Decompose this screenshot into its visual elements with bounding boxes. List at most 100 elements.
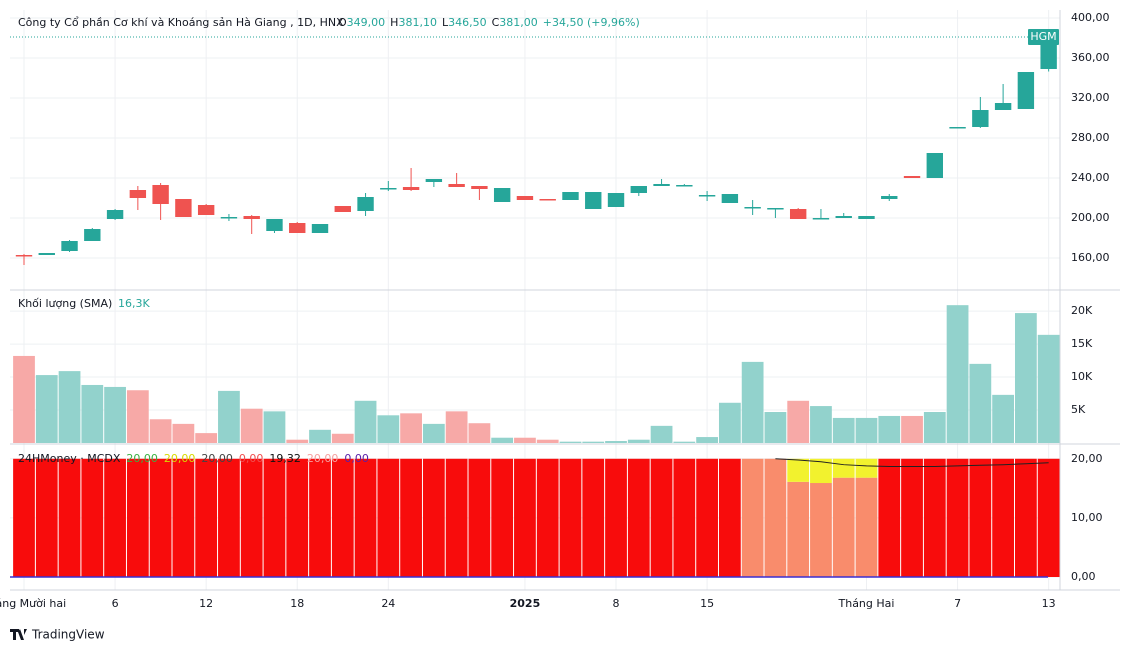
- mcdx-bar: [445, 458, 468, 577]
- mcdx-bar: [13, 458, 35, 577]
- mcdx-bar: [627, 458, 650, 577]
- x-tick-label: 18: [290, 597, 304, 610]
- volume-bar: [582, 441, 605, 443]
- ohlc-value: 381,10: [398, 16, 437, 29]
- mcdx-bar: [832, 458, 855, 478]
- ohlc-key: O: [338, 16, 347, 29]
- y-tick-label: 10,00: [1071, 511, 1103, 524]
- volume-bar: [218, 390, 240, 443]
- volume-bar: [13, 355, 35, 443]
- mcdx-bar: [172, 458, 195, 577]
- ohlc-key: C: [492, 16, 500, 29]
- candle-body: [698, 195, 716, 197]
- mcdx-bar: [354, 458, 377, 577]
- x-tick-label: Tháng Hai: [838, 597, 895, 610]
- x-tick-label: 8: [613, 597, 620, 610]
- ohlc-value: 349,00: [347, 16, 386, 29]
- ohlc-value: 346,50: [448, 16, 487, 29]
- x-tick-label: 13: [1042, 597, 1056, 610]
- volume-bar: [764, 412, 787, 443]
- candle-body: [84, 229, 101, 241]
- legend-value: 20,00: [164, 452, 196, 465]
- ohlc-key: L: [442, 16, 449, 29]
- mcdx-bar: [286, 458, 309, 577]
- candle-body: [448, 184, 465, 187]
- candle-body: [15, 255, 33, 257]
- mcdx-bar: [58, 458, 81, 577]
- volume-bar: [286, 439, 309, 443]
- symbol-tag: [1028, 29, 1059, 45]
- y-tick-label: 320,00: [1071, 91, 1110, 104]
- mcdx-bar: [741, 458, 764, 577]
- mcdx-bar: [422, 458, 445, 577]
- volume-bar: [718, 402, 741, 443]
- candle-body: [744, 207, 761, 209]
- volume-bar: [195, 433, 218, 443]
- candle-body: [516, 196, 534, 200]
- mcdx-title: 24HMoney · MCDX: [18, 452, 121, 465]
- mcdx-bar: [787, 458, 810, 482]
- volume-bar: [445, 411, 468, 443]
- mcdx-bar: [718, 458, 741, 577]
- ohlc-change: +34,50 (+9,96%): [543, 16, 640, 29]
- candle-body: [38, 253, 55, 255]
- mcdx-bar: [878, 458, 901, 577]
- mcdx-bar: [810, 483, 832, 577]
- mcdx-bar: [491, 458, 514, 577]
- x-tick-label: 12: [199, 597, 213, 610]
- volume-bar: [422, 423, 445, 443]
- volume-bar: [992, 394, 1014, 443]
- candle-body: [471, 186, 488, 189]
- y-tick-label: 20K: [1071, 304, 1093, 317]
- volume-bar: [104, 386, 126, 443]
- candle-body: [789, 209, 807, 219]
- chart-title: Công ty Cổ phần Cơ khí và Khoáng sản Hà …: [18, 16, 344, 29]
- y-tick-label: 280,00: [1071, 131, 1110, 144]
- candle-body: [289, 223, 306, 233]
- legend-value: 19,32: [269, 452, 301, 465]
- mcdx-bar: [1037, 458, 1060, 577]
- volume-bar: [309, 429, 331, 443]
- candle-body: [881, 196, 898, 199]
- logo: TradingView: [10, 628, 105, 642]
- candle-body: [311, 224, 329, 233]
- legend-value: 0,00: [239, 452, 264, 465]
- volume-bar: [832, 417, 855, 443]
- marks: [10, 36, 1060, 577]
- labels: Tháng Mười hai 6 12 18 24 2025 8 15 Tháng Hai 7 13…: [0, 11, 1110, 610]
- ohlc: O349,00 H381,10 L346,50 C381,00 +34,50 (+9,9…: [338, 16, 640, 29]
- mcdx-bar: [218, 458, 240, 577]
- y-tick-label: 400,00: [1071, 11, 1110, 24]
- symbol-label: HGM: [1030, 30, 1056, 43]
- y-tick-label: 15K: [1071, 337, 1093, 350]
- candle-body: [676, 185, 693, 187]
- mcdx-bar: [810, 458, 832, 484]
- candle-body: [630, 186, 647, 193]
- mcdx-bar: [81, 458, 104, 577]
- candle-body: [835, 216, 852, 218]
- candle-body: [243, 216, 260, 219]
- candle-body: [926, 153, 943, 178]
- legend-value: 20,00: [307, 452, 339, 465]
- volume-bar: [1037, 334, 1060, 443]
- mcdx-bar: [536, 458, 559, 577]
- mcdx-bar: [1014, 458, 1037, 577]
- mcdx-bar: [901, 458, 923, 577]
- candle-body: [585, 192, 602, 209]
- volume-bar: [855, 417, 878, 443]
- candle-body: [539, 199, 556, 201]
- candle-body: [949, 127, 966, 129]
- y-tick-label: 360,00: [1071, 51, 1110, 64]
- volume-bar: [696, 437, 718, 443]
- y-tick-label: 10K: [1071, 370, 1093, 383]
- x-tick-label: Tháng Mười hai: [0, 597, 66, 610]
- mcdx-line: [775, 458, 1049, 467]
- x-tick-label: 2025: [510, 597, 541, 610]
- volume-bar: [673, 441, 696, 443]
- volume-bar: [331, 433, 354, 443]
- volume-bar: [354, 400, 377, 443]
- mcdx-bar: [992, 458, 1014, 577]
- volume-bar: [741, 361, 764, 443]
- volume-bar: [400, 413, 422, 443]
